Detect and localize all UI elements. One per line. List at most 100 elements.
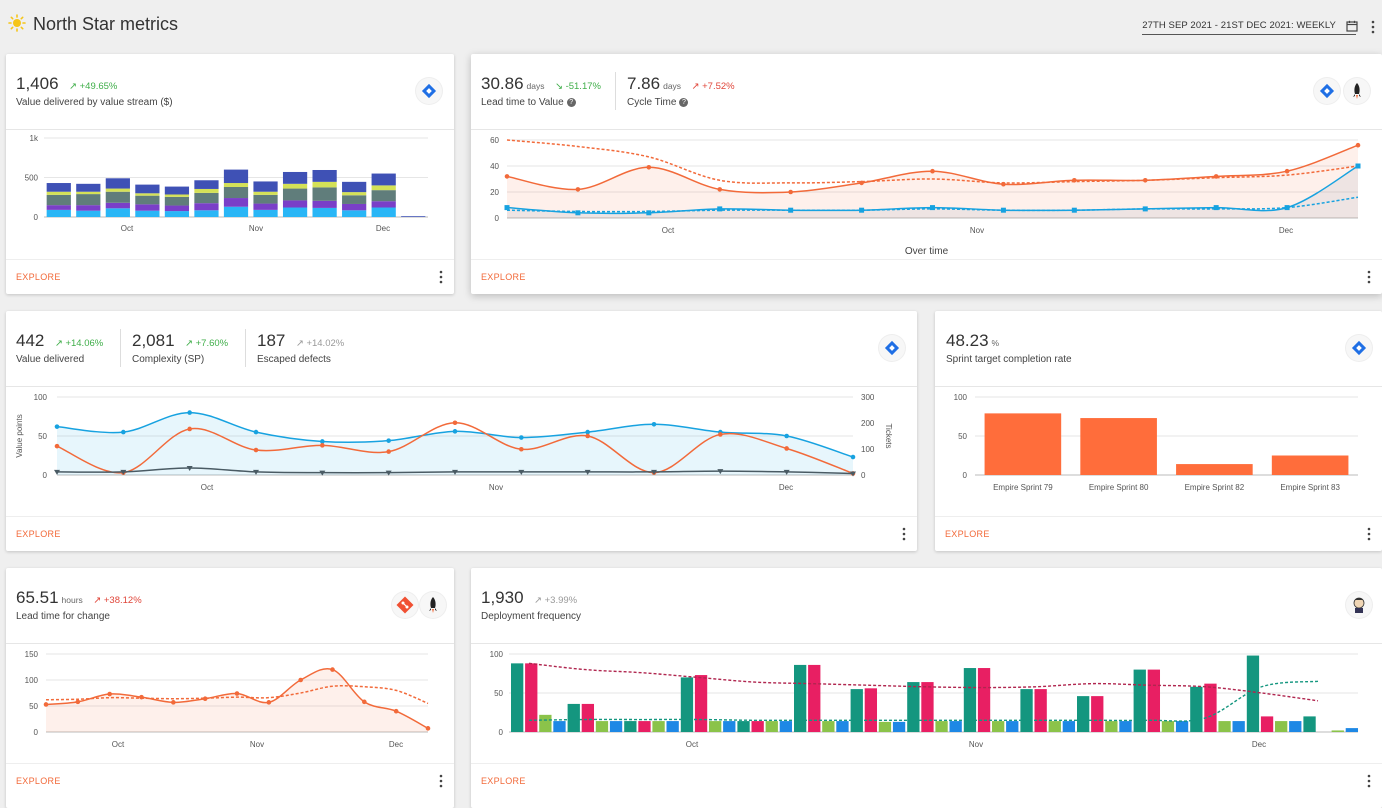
bar <box>1062 721 1076 732</box>
bar <box>1077 696 1090 732</box>
bar-segment <box>342 203 367 211</box>
y2-tick-label: 100 <box>861 445 875 454</box>
more-options-icon[interactable] <box>901 527 907 541</box>
bar-segment <box>371 201 396 208</box>
bar-segment <box>194 188 219 193</box>
card-header: 1,930 ↗ +3.99% Deployment frequency <box>471 568 1382 644</box>
trend-line <box>506 196 1359 213</box>
bar-segment <box>76 191 101 195</box>
metric-unit: hours <box>61 595 83 605</box>
bar <box>864 688 878 732</box>
data-point <box>266 700 272 705</box>
more-options-icon[interactable] <box>438 774 444 788</box>
bar-segment <box>282 207 308 217</box>
y-tick-label: 500 <box>25 174 39 183</box>
data-point <box>850 471 856 477</box>
bar <box>892 721 906 732</box>
card-footer: EXPLORE <box>6 516 917 551</box>
data-point <box>504 205 510 211</box>
explore-link[interactable]: EXPLORE <box>16 272 61 282</box>
metric-label: Lead time for change <box>16 611 110 622</box>
explore-link[interactable]: EXPLORE <box>481 776 526 786</box>
data-point <box>393 708 399 714</box>
x-tick-label: Oct <box>201 483 214 492</box>
sun-icon <box>8 14 26 32</box>
metric-lead-time: 30.86 days ↘ -51.17% Lead time to Value? <box>481 74 601 108</box>
more-options-icon[interactable] <box>1366 270 1372 284</box>
card-header: 442 ↗ +14.06% Value delivered 2,081 ↗ +7… <box>6 311 917 387</box>
metric-complexity: 2,081 ↗ +7.60% Complexity (SP) <box>132 331 228 365</box>
bar <box>1303 716 1316 732</box>
calendar-icon[interactable] <box>1346 20 1358 32</box>
bar-segment <box>371 185 396 191</box>
bar <box>1091 696 1104 732</box>
y-tick-label: 100 <box>954 393 968 402</box>
x-tick-label: Nov <box>250 740 264 749</box>
data-point <box>54 443 60 449</box>
x-tick-label: Dec <box>1252 740 1266 749</box>
bar <box>694 675 708 732</box>
metric-value: 65.51 <box>16 588 59 607</box>
metric-delta: ↗ +7.60% <box>185 338 229 349</box>
data-point <box>186 465 193 471</box>
trend-down-icon: ↘ <box>554 81 566 92</box>
data-point <box>253 469 259 475</box>
trend-up-icon: ↗ <box>295 338 307 349</box>
bar-segment <box>253 181 278 192</box>
trend-up-icon: ↗ <box>534 595 545 606</box>
more-options-icon[interactable] <box>1370 20 1376 34</box>
data-point <box>519 446 524 452</box>
metric-value-delivered: 442 ↗ +14.06% Value delivered <box>16 331 103 365</box>
bar-segment <box>282 200 308 208</box>
bar-segment <box>312 181 337 188</box>
card-value-delivered: 442 ↗ +14.06% Value delivered 2,081 ↗ +7… <box>6 311 917 551</box>
bar-segment <box>76 194 101 206</box>
data-point <box>121 429 126 435</box>
data-point <box>187 410 192 415</box>
bar <box>808 664 821 732</box>
x-tick-label: Oct <box>662 226 675 235</box>
bar <box>525 663 538 732</box>
y-tick-label: 0 <box>963 471 968 480</box>
bar <box>1175 721 1189 732</box>
metric-value: 2,081 <box>132 331 175 350</box>
x-tick-label: Empire Sprint 80 <box>1089 483 1149 492</box>
more-options-icon[interactable] <box>1366 527 1372 541</box>
bar-segment <box>105 188 130 192</box>
data-point <box>504 174 510 179</box>
metric-value: 48.23 <box>946 331 989 350</box>
bar <box>1246 655 1260 732</box>
help-icon[interactable]: ? <box>679 98 689 107</box>
metric-value: 7.86 <box>627 74 661 93</box>
trend-line <box>528 680 1319 722</box>
bar <box>1218 721 1231 732</box>
card-lead-time-change: 65.51 hours ↗ +38.12% Lead time for chang… <box>6 568 454 808</box>
data-point <box>107 691 112 697</box>
bar <box>680 677 694 732</box>
date-range-selector[interactable]: 27TH SEP 2021 - 21ST DEC 2021: WEEKLY <box>1142 20 1356 35</box>
x-tick-label: Empire Sprint 79 <box>993 483 1053 492</box>
data-point <box>386 449 391 454</box>
data-point <box>717 469 724 475</box>
card-header: 30.86 days ↘ -51.17% Lead time to Value? … <box>471 54 1382 130</box>
x-tick-label: Empire Sprint 82 <box>1185 483 1245 492</box>
explore-link[interactable]: EXPLORE <box>16 529 61 539</box>
data-point <box>43 702 49 707</box>
x-tick-label: Nov <box>489 483 503 492</box>
explore-link[interactable]: EXPLORE <box>945 529 990 539</box>
metric-label: Complexity (SP) <box>132 354 205 365</box>
x-tick-label: Dec <box>389 740 403 749</box>
bar <box>1271 455 1349 475</box>
data-point <box>120 469 127 475</box>
bar <box>581 703 595 732</box>
bar <box>1006 721 1019 732</box>
metric-value: 442 <box>16 331 45 350</box>
more-options-icon[interactable] <box>1366 774 1372 788</box>
more-options-icon[interactable] <box>438 270 444 284</box>
bar-segment <box>282 188 308 201</box>
explore-link[interactable]: EXPLORE <box>481 272 526 282</box>
y-tick-label: 40 <box>490 162 499 171</box>
help-icon[interactable]: ? <box>566 98 576 107</box>
explore-link[interactable]: EXPLORE <box>16 776 61 786</box>
card-value-stream: 1,406 ↗ +49.65% Value delivered by value… <box>6 54 454 294</box>
